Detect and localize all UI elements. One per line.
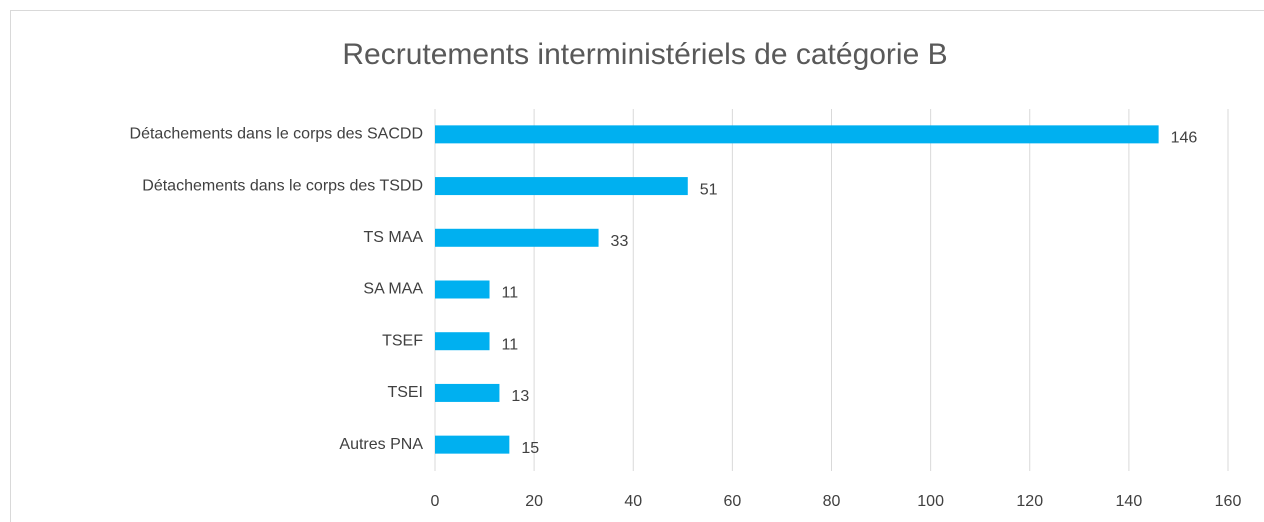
- x-tick-label: 160: [1215, 493, 1242, 510]
- bar: [435, 280, 490, 299]
- bar: [435, 177, 688, 196]
- value-label: 15: [521, 440, 539, 457]
- y-tick-label: Autres PNA: [339, 436, 423, 453]
- value-label: 51: [700, 181, 718, 198]
- chart-title: Recrutements interministériels de catégo…: [342, 38, 947, 71]
- value-label: 13: [511, 388, 529, 405]
- y-tick-label: SA MAA: [363, 281, 423, 298]
- y-tick-label: Détachements dans le corps des TSDD: [142, 177, 423, 194]
- value-label: 11: [502, 336, 519, 353]
- y-tick-label: TSEI: [387, 384, 423, 401]
- value-label: 11: [502, 285, 519, 302]
- x-tick-label: 140: [1116, 493, 1143, 510]
- value-label: 33: [611, 233, 629, 250]
- value-label: 146: [1171, 130, 1198, 147]
- x-tick-label: 100: [917, 493, 944, 510]
- chart-border: [10, 10, 1264, 522]
- y-tick-label: Détachements dans le corps des SACDD: [130, 126, 423, 143]
- x-tick-label: 60: [723, 493, 741, 510]
- x-tick-label: 0: [431, 493, 440, 510]
- bar: [435, 435, 510, 454]
- x-tick-label: 40: [624, 493, 642, 510]
- y-tick-label: TS MAA: [363, 229, 423, 246]
- x-tick-label: 80: [823, 493, 841, 510]
- x-tick-label: 20: [525, 493, 543, 510]
- bar: [435, 125, 1159, 144]
- bar: [435, 332, 490, 351]
- bar: [435, 383, 500, 402]
- y-tick-label: TSEF: [382, 332, 423, 349]
- x-tick-label: 120: [1016, 493, 1043, 510]
- bar: [435, 228, 599, 247]
